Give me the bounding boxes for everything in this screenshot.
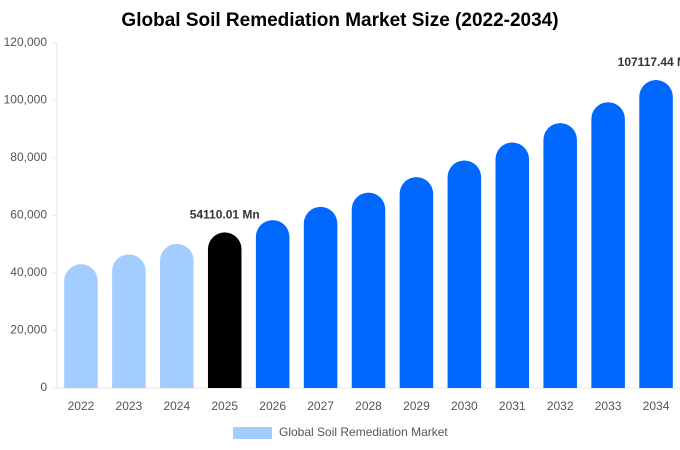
x-tick-label: 2031 bbox=[499, 399, 526, 413]
y-tick-label: 100,000 bbox=[4, 93, 48, 107]
legend-swatch bbox=[233, 427, 272, 439]
x-tick-label: 2027 bbox=[307, 399, 334, 413]
x-tick-label: 2029 bbox=[403, 399, 430, 413]
x-tick-label: 2025 bbox=[211, 399, 238, 413]
chart-title: Global Soil Remediation Market Size (202… bbox=[121, 10, 558, 31]
x-tick-label: 2022 bbox=[68, 399, 95, 413]
bar bbox=[399, 177, 434, 388]
y-tick-label: 60,000 bbox=[10, 208, 47, 222]
x-tick-label: 2030 bbox=[451, 399, 478, 413]
bar bbox=[160, 243, 194, 388]
bar bbox=[543, 123, 577, 388]
y-tick-label: 20,000 bbox=[10, 323, 47, 337]
bar bbox=[64, 264, 98, 388]
x-tick-label: 2033 bbox=[595, 399, 622, 413]
x-tick-label: 2024 bbox=[163, 399, 190, 413]
bar bbox=[303, 206, 338, 388]
bar bbox=[255, 220, 290, 388]
bar bbox=[207, 232, 242, 388]
bar bbox=[495, 142, 530, 388]
bar bbox=[591, 102, 625, 389]
y-tick-label: 120,000 bbox=[4, 35, 48, 49]
bar bbox=[447, 160, 482, 388]
y-tick-label: 80,000 bbox=[10, 150, 47, 164]
x-tick-label: 2028 bbox=[355, 399, 382, 413]
x-tick-label: 2026 bbox=[259, 399, 286, 413]
x-tick-label: 2023 bbox=[116, 399, 143, 413]
bar bbox=[351, 192, 386, 388]
x-tick-label: 2034 bbox=[643, 399, 670, 413]
legend-label: Global Soil Remediation Market bbox=[279, 425, 448, 439]
data-label: 54110.01 Mn bbox=[190, 208, 260, 222]
data-label: 107117.44 Mn bbox=[618, 55, 680, 69]
x-tick-label: 2032 bbox=[547, 399, 574, 413]
y-tick-label: 40,000 bbox=[10, 265, 47, 279]
y-tick-label: 0 bbox=[40, 380, 47, 394]
bar bbox=[639, 80, 673, 389]
bar bbox=[112, 254, 146, 388]
